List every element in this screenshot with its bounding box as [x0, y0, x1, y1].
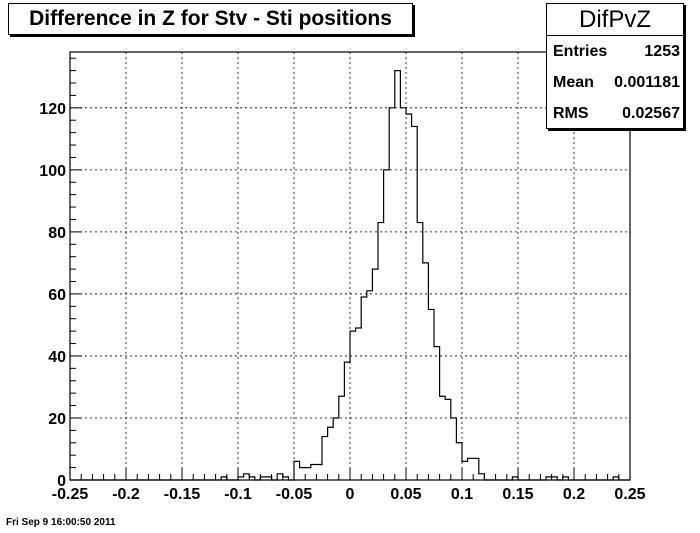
y-tick-label: 60 — [48, 287, 66, 304]
stats-row-mean: Mean 0.001181 — [547, 67, 683, 98]
x-tick-label: -0.2 — [112, 486, 140, 503]
x-tick-label: 0.25 — [614, 486, 645, 503]
y-tick-label: 0 — [57, 473, 66, 490]
stats-rms-value: 0.02567 — [622, 104, 680, 122]
x-tick-label: 0.2 — [563, 486, 585, 503]
y-tick-label: 20 — [48, 411, 66, 428]
x-tick-label: 0.05 — [390, 486, 421, 503]
y-tick-label: 40 — [48, 349, 66, 366]
date-stamp: Fri Sep 9 16:00:50 2011 — [6, 517, 116, 528]
stats-rms-label: RMS — [553, 104, 589, 122]
y-tick-label: 120 — [39, 101, 66, 118]
stats-mean-label: Mean — [553, 73, 594, 91]
x-tick-label: -0.15 — [164, 486, 201, 503]
stats-row-rms: RMS 0.02567 — [547, 98, 683, 129]
x-tick-label: 0 — [346, 486, 355, 503]
axes — [69, 51, 631, 481]
stats-histogram-name: DifPvZ — [547, 4, 683, 36]
x-tick-label: -0.05 — [276, 486, 313, 503]
stats-entries-value: 1253 — [644, 42, 680, 60]
x-axis-tick-labels: -0.25 -0.2 -0.15 -0.1 -0.05 0 0.05 0.1 0.15 0.2 0.… — [52, 486, 646, 503]
y-tick-label: 80 — [48, 225, 66, 242]
stats-row-entries: Entries 1253 — [547, 36, 683, 67]
y-tick-label: 100 — [39, 163, 66, 180]
x-tick-label: -0.1 — [224, 486, 252, 503]
x-tick-label: 0.15 — [502, 486, 533, 503]
chart-title: Difference in Z for Stv - Sti positions — [8, 3, 413, 35]
stats-box: DifPvZ Entries 1253 Mean 0.001181 RMS 0.… — [546, 3, 684, 129]
x-tick-label: -0.25 — [52, 486, 89, 503]
y-axis-tick-labels: 0 20 40 60 80 100 120 — [39, 101, 66, 490]
stats-entries-label: Entries — [553, 42, 608, 60]
stats-mean-value: 0.001181 — [614, 73, 680, 91]
x-tick-label: 0.1 — [451, 486, 473, 503]
